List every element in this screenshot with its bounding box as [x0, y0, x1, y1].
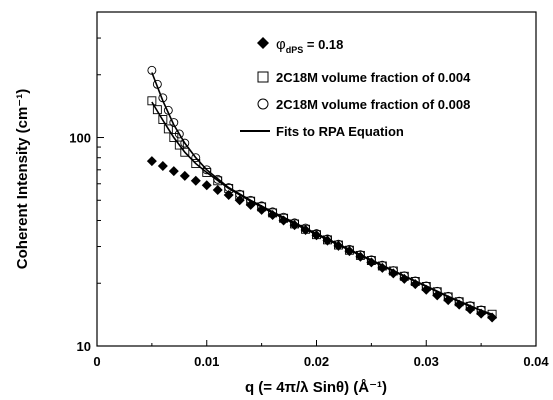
legend-marker-circle: [257, 98, 269, 110]
x-tick-label: 0.02: [304, 354, 329, 369]
legend-label-0004: 2C18M volume fraction of 0.004: [276, 70, 471, 85]
data-point-diamond: [157, 161, 168, 172]
data-point-diamond: [201, 180, 212, 191]
fit-curve: [151, 101, 493, 316]
series-layer: [146, 65, 498, 323]
series-2: [147, 65, 486, 315]
x-axis: 0 0.01 0.02 0.03 0.04: [93, 340, 549, 369]
legend-label-0008: 2C18M volume fraction of 0.008: [276, 97, 470, 112]
data-point-square: [152, 105, 162, 115]
y-tick-label: 10: [77, 339, 91, 354]
data-point-circle: [421, 281, 431, 291]
data-point-diamond: [190, 175, 201, 186]
data-point-circle: [465, 301, 475, 311]
data-point-circle: [235, 189, 245, 199]
data-point-square: [174, 140, 184, 150]
data-point-circle: [268, 207, 278, 217]
legend-marker-diamond: [257, 37, 269, 49]
data-point-circle: [476, 305, 486, 315]
data-point-circle: [344, 244, 354, 254]
data-point-circle: [169, 118, 179, 127]
data-point-square: [147, 96, 157, 106]
data-point-circle: [246, 195, 256, 205]
legend-marker-square: [257, 71, 269, 83]
legend-label-phi: φdPS = 0.18: [276, 36, 343, 55]
data-point-square: [158, 115, 168, 124]
data-point-circle: [377, 260, 387, 270]
data-point-square: [180, 147, 190, 157]
series-4: [151, 101, 493, 316]
data-point-diamond: [179, 170, 190, 181]
data-point-square: [163, 124, 173, 134]
data-point-circle: [410, 276, 420, 286]
data-point-circle: [213, 174, 223, 184]
data-point-circle: [191, 153, 201, 163]
data-point-circle: [257, 201, 267, 211]
data-point-circle: [323, 234, 332, 244]
data-point-circle: [224, 183, 234, 193]
data-point-circle: [312, 229, 321, 239]
data-point-circle: [399, 271, 409, 281]
data-point-circle: [432, 286, 442, 296]
legend-label-fits: Fits to RPA Equation: [276, 124, 404, 139]
data-point-circle: [454, 296, 464, 306]
data-point-circle: [174, 129, 184, 139]
data-point-circle: [443, 291, 453, 301]
y-axis-title: Coherent Intensity (cm⁻¹): [14, 89, 31, 269]
data-point-diamond: [168, 166, 179, 177]
data-point-diamond: [212, 185, 223, 196]
data-point-square: [191, 159, 201, 169]
data-point-circle: [180, 138, 190, 148]
data-point-circle: [355, 250, 365, 260]
x-tick-label: 0.04: [523, 354, 549, 369]
y-tick-label: 100: [69, 131, 91, 146]
data-point-circle: [366, 255, 376, 265]
x-tick-label: 0.01: [194, 354, 219, 369]
y-axis: 10 100: [69, 11, 104, 354]
data-point-circle: [334, 239, 343, 249]
x-axis-title: q (= 4π/λ Sinθ) (Å⁻¹): [245, 379, 387, 396]
x-tick-label: 0.03: [414, 354, 439, 369]
legend: φdPS = 0.18 2C18M volume fraction of 0.0…: [240, 36, 471, 139]
x-tick-label: 0: [93, 354, 100, 369]
plot-area-frame: [96, 11, 537, 347]
data-point-circle: [388, 266, 398, 276]
data-point-diamond: [146, 156, 157, 167]
